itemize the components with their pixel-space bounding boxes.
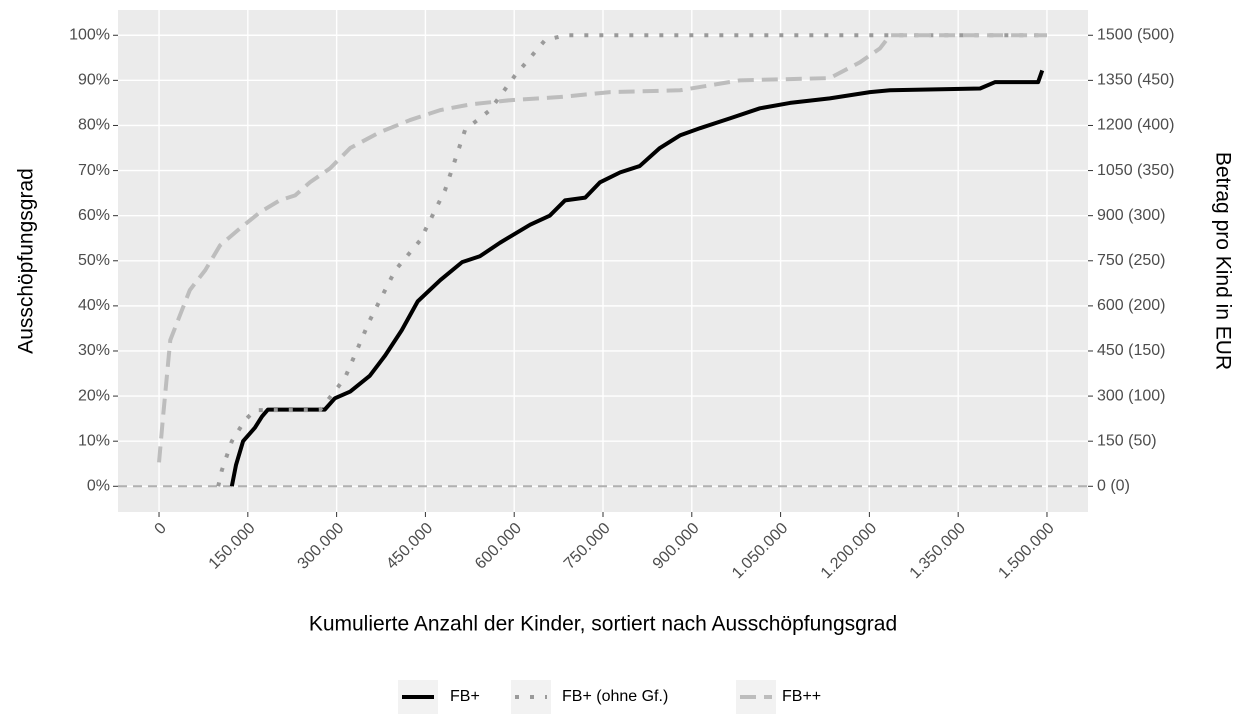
y2-axis-title: Betrag pro Kind in EUR [1211,152,1234,370]
legend-label: FB+ [450,688,480,705]
x-axis-title: Kumulierte Anzahl der Kinder, sortiert n… [309,613,897,636]
line-series [157,33,1047,463]
y2-tick-label: 1050 (350) [1097,162,1174,179]
y2-tick-label: 150 (50) [1097,432,1157,449]
y2-tick-label: 300 (100) [1097,387,1166,404]
x-tick-label: 0 [152,520,170,538]
y-tick-label: 40% [78,297,110,314]
line-series [229,69,1045,487]
y2-tick-label: 750 (250) [1097,252,1166,269]
x-tick-label: 600.000 [472,520,525,573]
y-tick-label: 50% [78,252,110,269]
legend-label: FB++ [782,688,821,705]
x-tick-label: 300.000 [295,520,348,573]
y-tick-label: 80% [78,117,110,134]
x-tick-label: 450.000 [383,520,436,573]
x-tick-label: 150.000 [206,520,259,573]
y-tick-label: 30% [78,342,110,359]
y2-tick-label: 1350 (450) [1097,72,1174,89]
x-tick-label: 1.050.000 [729,520,791,582]
y-tick-label: 100% [69,26,110,43]
y-tick-label: 60% [78,207,110,224]
y-tick-label: 20% [78,387,110,404]
y2-tick-label: 1200 (400) [1097,117,1174,134]
y-tick-label: 0% [87,478,110,495]
y-tick-label: 10% [78,432,110,449]
x-tick-label: 900.000 [650,520,703,573]
y2-tick-label: 1500 (500) [1097,26,1174,43]
y-tick-label: 90% [78,72,110,89]
y2-tick-label: 0 (0) [1097,478,1130,495]
x-tick-label: 1.200.000 [818,520,880,582]
y2-tick-label: 900 (300) [1097,207,1166,224]
y2-tick-label: 450 (150) [1097,342,1166,359]
x-tick-label: 750.000 [561,520,614,573]
x-tick-label: 1.500.000 [995,520,1057,582]
legend-label: FB+ (ohne Gf.) [562,688,668,705]
x-tick-label: 1.350.000 [907,520,969,582]
line-series [216,33,1047,487]
y-axis-title: Ausschöpfungsgrad [15,168,38,354]
y2-tick-label: 600 (200) [1097,297,1166,314]
y-tick-label: 70% [78,162,110,179]
